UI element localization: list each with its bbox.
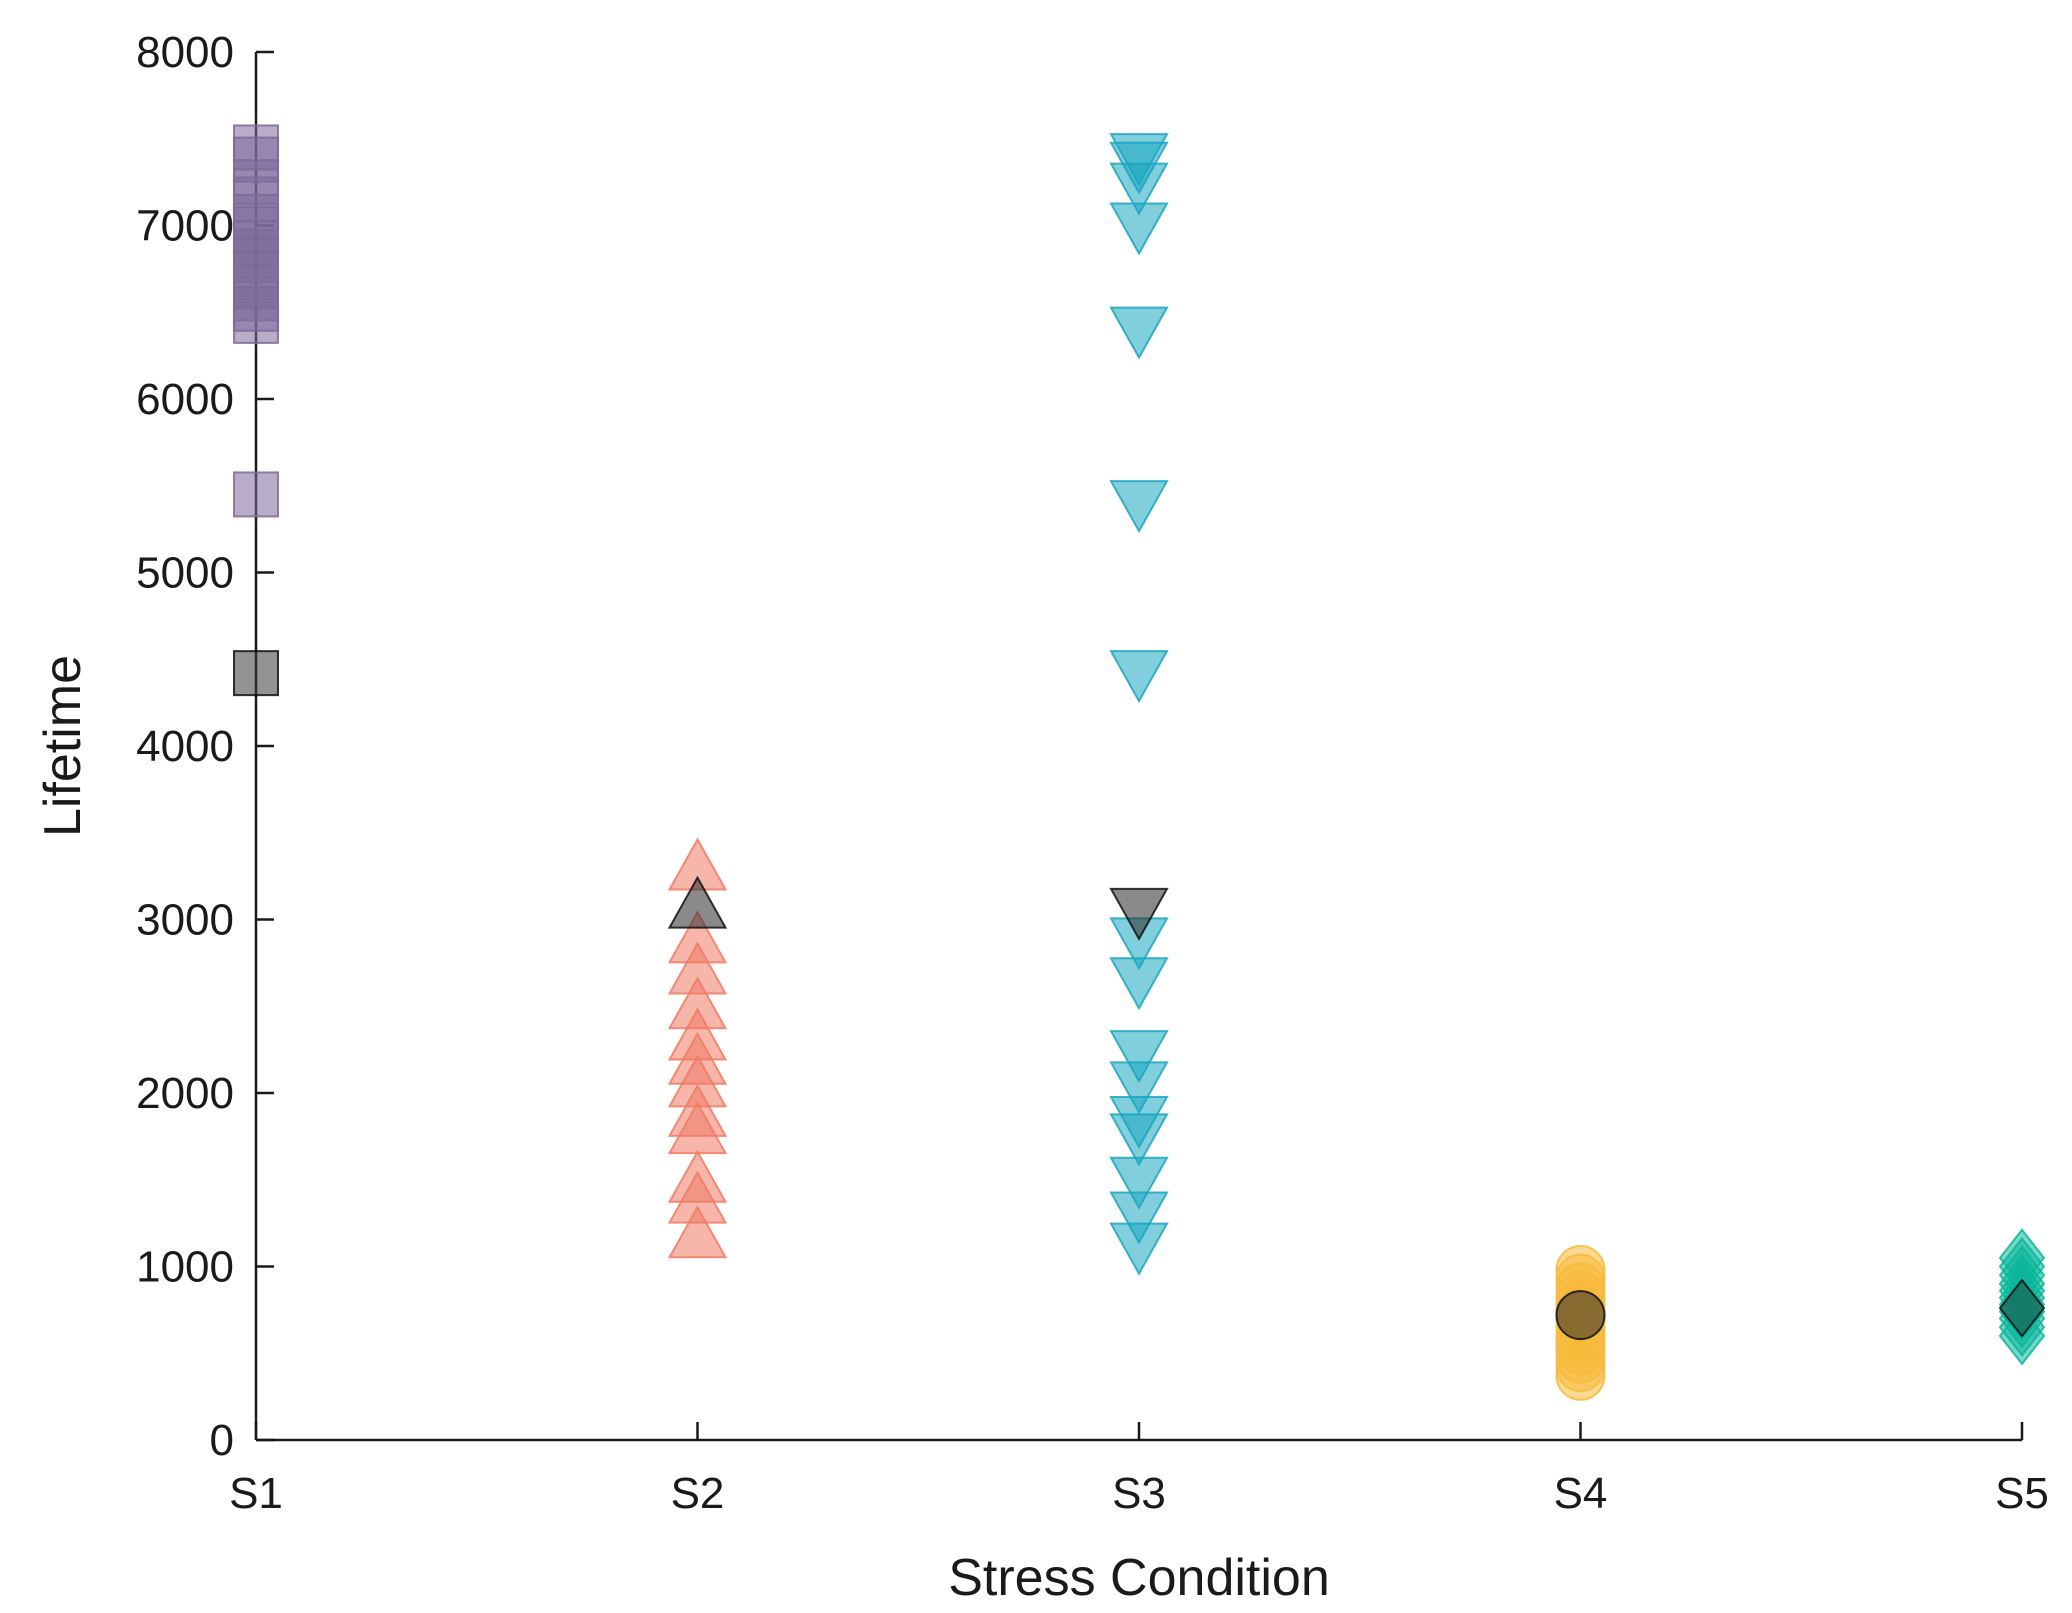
data-point-s3 [1109, 1061, 1169, 1115]
highlight-point-s5 [1998, 1278, 2046, 1338]
data-point-s4 [1555, 1350, 1606, 1401]
x-axis-title: Stress Condition [948, 1549, 1330, 1607]
data-point-s3 [1109, 480, 1169, 534]
y-tick-label: 0 [210, 1416, 234, 1465]
data-point-s3 [1109, 306, 1169, 360]
x-axis-ticks: S1 S2 S3 S4 S5 [229, 1422, 2049, 1518]
y-tick-label: 6000 [136, 375, 234, 424]
data-point-s3 [1109, 1156, 1169, 1210]
y-axis-title: Lifetime [34, 655, 92, 837]
x-tick-label: S2 [671, 1469, 725, 1518]
data-point-s3 [1109, 162, 1169, 216]
y-tick-label: 5000 [136, 549, 234, 598]
highlight-point-s3 [1109, 887, 1169, 941]
data-point-s3 [1109, 1191, 1169, 1245]
highlight-point-s1 [233, 650, 279, 697]
y-tick-label: 4000 [136, 722, 234, 771]
y-tick-label: 1000 [136, 1243, 234, 1292]
data-point-s3 [1109, 1113, 1169, 1167]
data-point-s3 [1109, 1222, 1169, 1276]
y-tick-label: 7000 [136, 202, 234, 251]
x-tick-label: S5 [1995, 1469, 2049, 1518]
data-point-s3 [1109, 202, 1169, 256]
data-point-s3 [1109, 1030, 1169, 1084]
y-tick-label: 8000 [136, 28, 234, 77]
y-tick-label: 2000 [136, 1069, 234, 1118]
data-point-s1 [233, 471, 279, 518]
x-tick-label: S1 [229, 1469, 283, 1518]
data-point-s3 [1109, 957, 1169, 1011]
data-point-s3 [1109, 650, 1169, 704]
y-axis-ticks: 0 1000 2000 3000 4000 5000 6000 7000 8000 [136, 28, 274, 1465]
highlight-point-s2 [667, 875, 728, 929]
y-tick-label: 3000 [136, 896, 234, 945]
data-points [233, 124, 2046, 1401]
x-tick-label: S4 [1554, 1469, 1608, 1518]
data-point-s1 [233, 297, 279, 344]
data-point-s2 [667, 1205, 728, 1259]
x-tick-label: S3 [1112, 1469, 1166, 1518]
highlight-point-s4 [1555, 1290, 1606, 1341]
